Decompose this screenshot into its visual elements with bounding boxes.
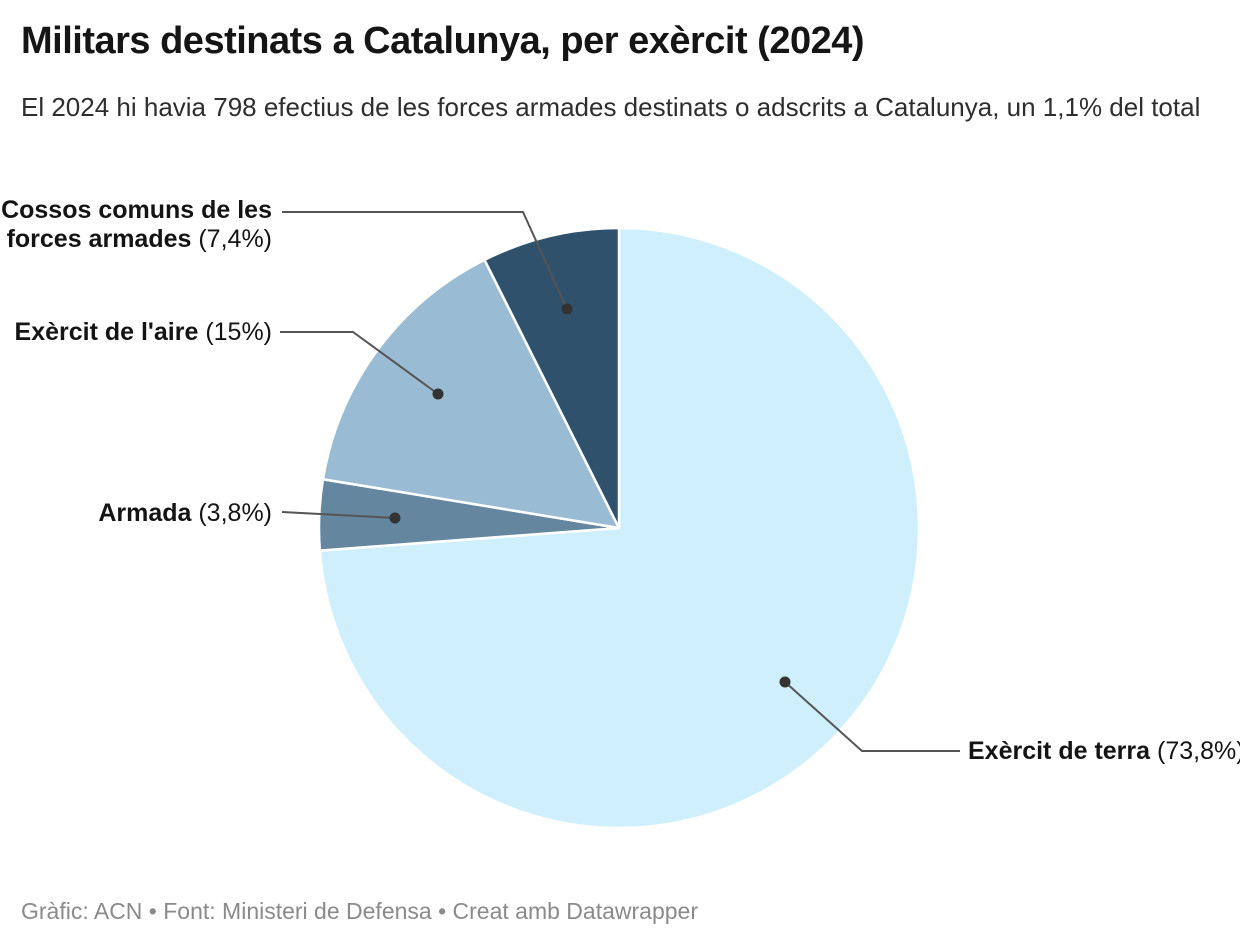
chart-footer-attribution: Gràfic: ACN • Font: Ministeri de Defensa… (21, 898, 698, 924)
pie-slices-group (317, 226, 921, 830)
connector-dot-armada (389, 512, 401, 524)
slice-label-percent: (3,8%) (198, 499, 272, 527)
slice-label-exercit-terra: Exèrcit de terra (73,8%) (968, 737, 1240, 766)
slice-label-exercit-aire: Exèrcit de l'aire (15%) (0, 318, 272, 347)
slice-label-cossos-comuns: Cossos comuns de les forces armades (7,4… (0, 196, 272, 254)
slice-label-armada: Armada (3,8%) (0, 499, 272, 528)
connector-armada (281, 511, 396, 519)
slice-label-name: Exèrcit de l'aire (14, 318, 199, 346)
connector-dot-cossos-comuns (561, 303, 573, 315)
connector-dot-exercit-aire (432, 388, 444, 400)
connector-exercit-terra (784, 681, 960, 752)
slice-label-name: Armada (98, 499, 192, 527)
slice-label-name: Exèrcit de terra (968, 737, 1151, 765)
chart-subtitle: El 2024 hi havia 798 efectius de les for… (21, 92, 1201, 122)
slice-label-percent: (73,8%) (1157, 737, 1240, 765)
slice-label-name: Cossos comuns de les forces armades (1, 196, 272, 253)
connector-exercit-aire (280, 331, 439, 395)
slice-label-percent: (15%) (205, 318, 272, 346)
slice-label-percent: (7,4%) (198, 225, 272, 253)
connector-dot-exercit-terra (779, 676, 791, 688)
connector-cossos-comuns (282, 211, 568, 310)
chart-title: Militars destinats a Catalunya, per exèr… (21, 20, 865, 62)
pie-slice-3[interactable] (483, 226, 621, 530)
